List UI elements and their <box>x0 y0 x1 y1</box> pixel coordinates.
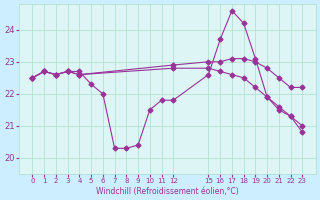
X-axis label: Windchill (Refroidissement éolien,°C): Windchill (Refroidissement éolien,°C) <box>96 187 239 196</box>
